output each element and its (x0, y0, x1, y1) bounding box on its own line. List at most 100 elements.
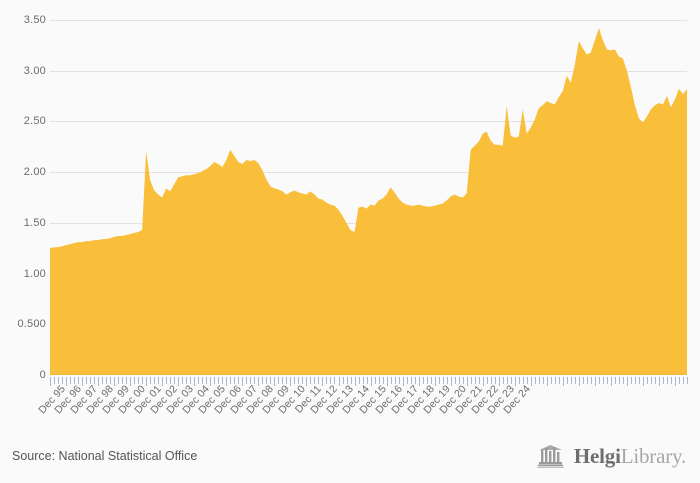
x-axis-tick (454, 377, 456, 384)
x-axis-tick (654, 377, 656, 384)
x-axis-tick (394, 377, 396, 384)
x-axis-tick (266, 377, 268, 384)
x-axis-tick (362, 377, 364, 384)
x-axis-tick (566, 377, 568, 384)
x-axis-tick (534, 377, 536, 384)
x-axis-tick (302, 377, 304, 384)
x-axis-tick (310, 377, 312, 384)
x-axis-tick (298, 377, 300, 384)
x-axis-tick (406, 377, 408, 384)
y-axis-tick-label: 2.50 (23, 115, 46, 128)
x-axis-tick (554, 377, 556, 384)
x-axis-tick (382, 377, 384, 384)
x-axis-tick (518, 377, 520, 384)
x-axis-tick (434, 377, 436, 386)
x-axis-tick (66, 377, 67, 386)
x-axis-tick (142, 377, 144, 384)
x-axis-tick (314, 377, 316, 384)
x-axis-tick (354, 377, 356, 386)
x-axis-tick (550, 377, 552, 384)
x-axis-tick (687, 377, 688, 384)
y-axis-tick-label: 1.00 (23, 267, 46, 280)
x-axis-tick (683, 377, 684, 384)
y-axis: 0 0.500 1.00 1.50 2.00 2.50 3.00 3.50 (0, 0, 46, 430)
y-axis-tick-label: 0 (39, 369, 46, 381)
x-axis-tick (514, 377, 516, 386)
x-axis-tick (594, 377, 596, 386)
x-axis-tick (378, 377, 380, 384)
x-axis-tick (226, 377, 228, 386)
x-axis-tick (110, 377, 112, 384)
y-axis-tick-label: 1.50 (23, 216, 46, 229)
x-axis-tick (70, 377, 71, 384)
x-axis-tick (86, 377, 88, 384)
x-axis-tick (194, 377, 196, 386)
x-axis-tick (386, 377, 388, 386)
x-axis-tick (182, 377, 184, 384)
x-axis-tick (242, 377, 244, 386)
x-axis-tick (626, 377, 628, 386)
x-axis-tick (74, 377, 75, 384)
x-axis-tick (98, 377, 100, 386)
x-axis-tick (130, 377, 132, 386)
x-axis-tick (390, 377, 392, 384)
x-axis-tick (498, 377, 500, 386)
x-axis-tick (270, 377, 272, 384)
x-axis-tick (106, 377, 108, 384)
x-axis-tick (94, 377, 96, 384)
x-axis-tick (671, 377, 672, 384)
x-axis-tick (202, 377, 204, 384)
x-axis-tick (166, 377, 168, 384)
x-axis-tick (490, 377, 492, 384)
x-axis-tick (338, 377, 340, 386)
x-axis-tick (418, 377, 420, 386)
x-axis-tick (426, 377, 428, 384)
x-axis-tick (290, 377, 292, 386)
x-axis-tick (458, 377, 460, 384)
x-axis-tick (634, 377, 636, 384)
x-axis-tick (134, 377, 136, 384)
x-axis-tick (158, 377, 160, 384)
x-axis-tick (659, 377, 660, 386)
x-axis-tick (602, 377, 604, 384)
x-axis-tick (642, 377, 644, 386)
x-axis-tick (210, 377, 212, 386)
x-axis-tick (546, 377, 548, 386)
x-axis-tick (250, 377, 252, 384)
x-axis-tick (154, 377, 156, 384)
x-axis-tick (162, 377, 164, 386)
x-axis-tick (178, 377, 180, 386)
area-chart-svg (50, 20, 687, 375)
x-axis-tick (586, 377, 588, 384)
x-axis-tick (274, 377, 276, 386)
x-axis-tick (306, 377, 308, 386)
x-axis-tick (122, 377, 124, 384)
y-axis-tick-label: 3.00 (23, 64, 46, 77)
x-axis-tick (530, 377, 532, 386)
x-axis-tick (422, 377, 424, 384)
x-axis-tick (342, 377, 344, 384)
helgi-library-logo[interactable]: HelgiLibrary. (536, 444, 686, 469)
x-axis: Dec 95 Dec 96 Dec 97 Dec 98 Dec 99 Dec 00 Dec … (36, 377, 690, 427)
x-axis-tick (58, 377, 59, 384)
x-axis-tick (598, 377, 600, 384)
x-axis-tick (322, 377, 324, 386)
x-axis-tick (679, 377, 680, 384)
x-axis-tick (618, 377, 620, 384)
x-axis-tick (186, 377, 188, 384)
x-axis-tick (638, 377, 640, 384)
x-axis-tick (230, 377, 232, 384)
x-axis-tick (254, 377, 256, 384)
y-axis-tick-label: 3.50 (23, 14, 46, 26)
x-axis-tick (62, 377, 63, 384)
x-axis-tick (438, 377, 440, 384)
source-label: Source: National Statistical Office (12, 449, 198, 463)
x-axis-tick (486, 377, 488, 384)
logo-wordmark: HelgiLibrary. (574, 444, 686, 469)
x-axis-tick (398, 377, 400, 384)
x-axis-tick (218, 377, 220, 384)
x-axis-tick (258, 377, 260, 386)
chart-footer: Source: National Statistical Office Helg… (0, 430, 700, 483)
x-axis-tick (358, 377, 360, 384)
